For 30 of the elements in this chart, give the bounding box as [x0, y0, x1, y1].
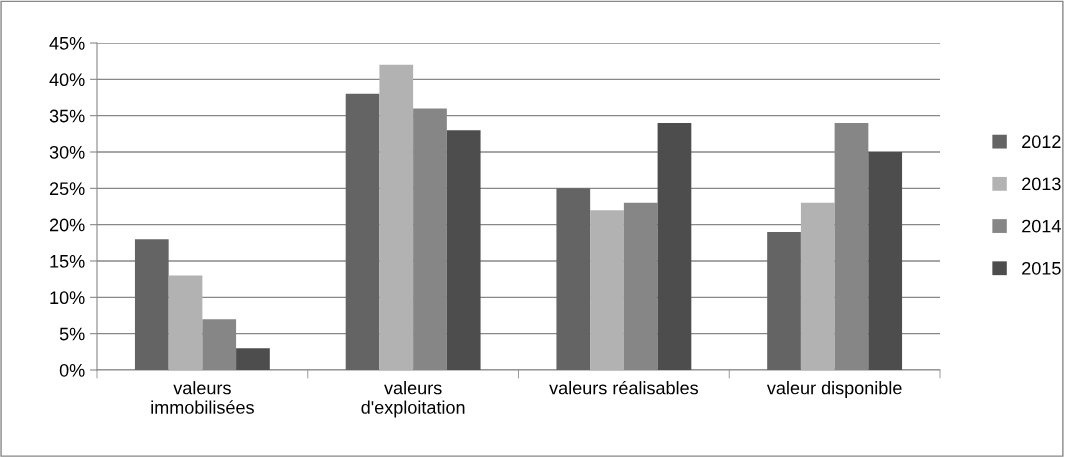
y-tick-label: 15%	[50, 255, 85, 268]
bar	[868, 152, 903, 370]
x-tick-label: valeurs d'exploitation	[361, 381, 465, 418]
bar	[236, 348, 270, 370]
bar	[134, 239, 169, 370]
y-tick-label: 10%	[50, 291, 85, 305]
bar	[556, 188, 591, 370]
legend-label: 2015	[1022, 261, 1061, 275]
bar	[379, 64, 414, 370]
y-tick-label: 30%	[49, 145, 85, 159]
y-tick-label: 45%	[49, 37, 85, 50]
y-tick-label: 20%	[49, 218, 85, 232]
x-tick-label: valeurs réalisables	[549, 380, 698, 395]
x-tick-label: valeur disponible	[766, 381, 902, 398]
bar	[657, 122, 692, 370]
y-tick-label: 0%	[59, 363, 85, 377]
y-tick-label: 35%	[49, 109, 85, 123]
y-tick-label: 40%	[49, 73, 85, 87]
bar	[590, 210, 624, 370]
bar	[345, 93, 380, 370]
bar	[767, 231, 801, 370]
legend-label: 2013	[1022, 177, 1061, 191]
legend-label: 2014	[1022, 219, 1061, 233]
legend-label: 2012	[1022, 135, 1061, 149]
bar	[800, 202, 835, 370]
bar	[446, 130, 481, 370]
y-tick-label: 25%	[49, 182, 85, 196]
y-tick-label: 5%	[59, 327, 85, 341]
bar	[168, 275, 203, 370]
x-tick-label: valeurs immobilisées	[151, 381, 254, 414]
